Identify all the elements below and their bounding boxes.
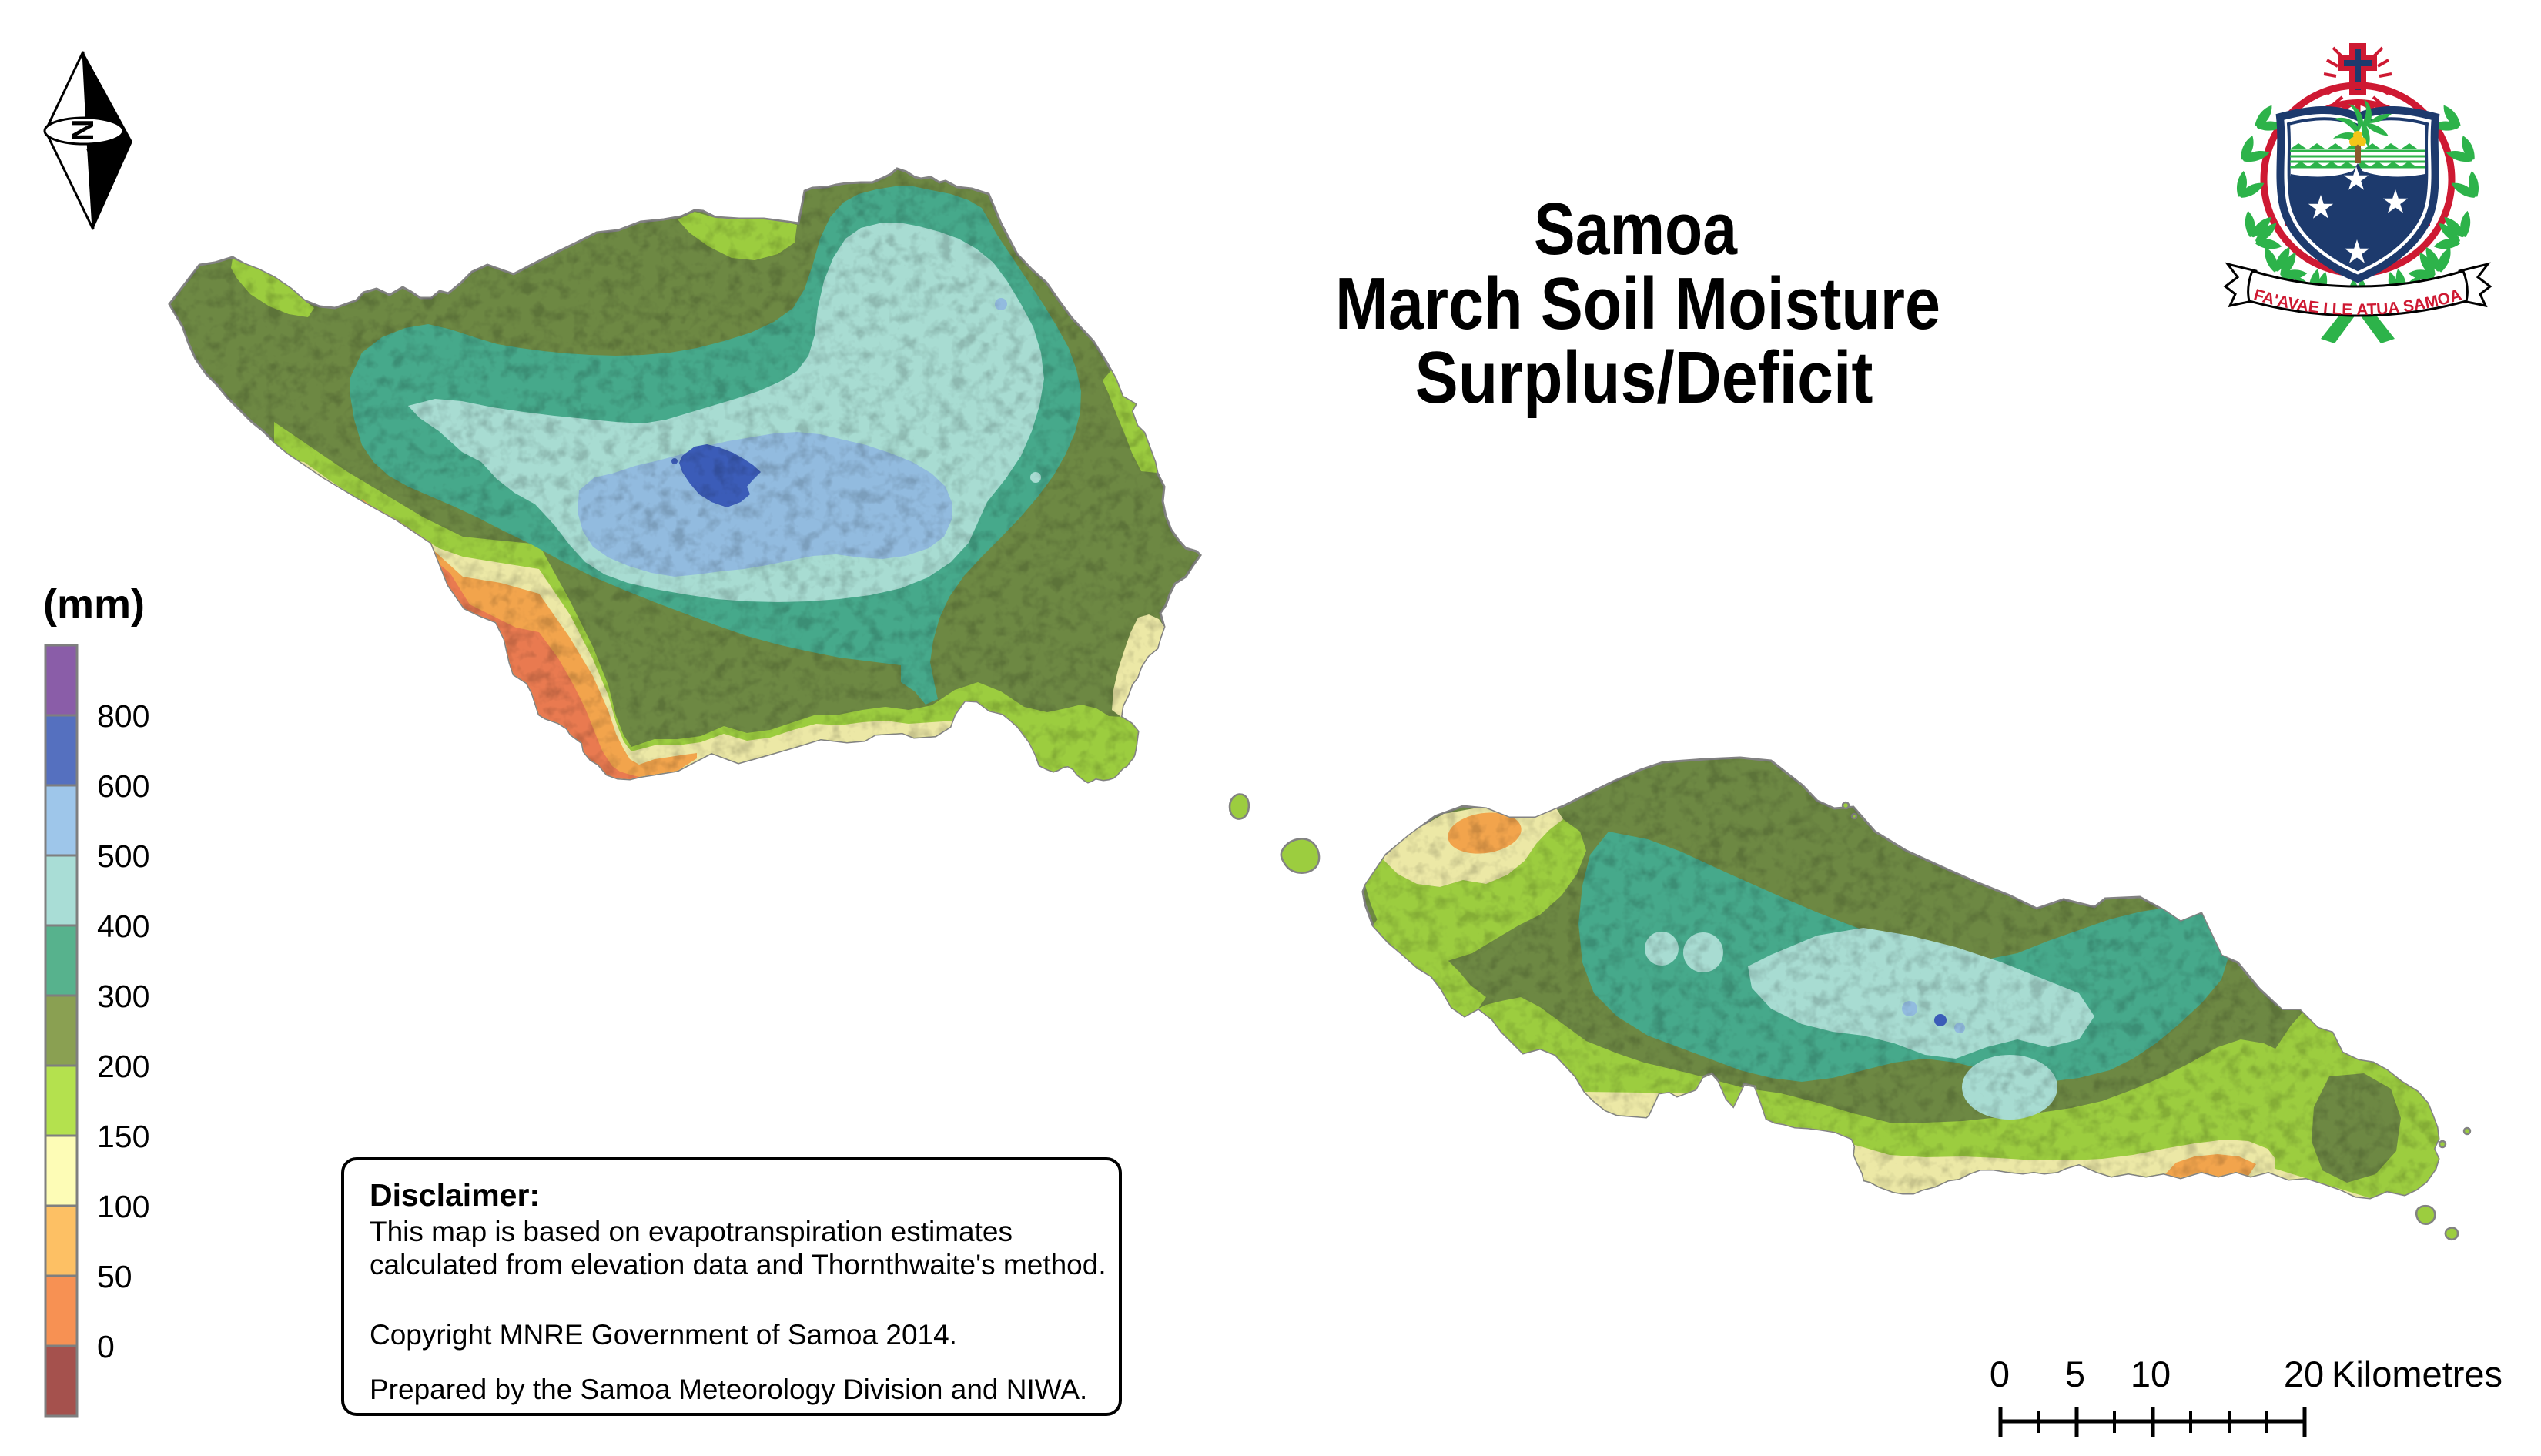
svg-text:0: 0 xyxy=(1990,1354,2010,1394)
svg-text:300: 300 xyxy=(97,979,149,1014)
svg-text:N: N xyxy=(66,119,100,142)
svg-text:Prepared by the Samoa Meteorol: Prepared by the Samoa Meteorology Divisi… xyxy=(370,1374,1087,1405)
svg-text:20: 20 xyxy=(2284,1354,2324,1394)
svg-text:500: 500 xyxy=(97,838,149,874)
svg-text:March Soil Moisture: March Soil Moisture xyxy=(1335,263,1940,345)
svg-text:0: 0 xyxy=(97,1329,115,1364)
svg-text:200: 200 xyxy=(97,1049,149,1084)
svg-text:Samoa: Samoa xyxy=(1534,188,1738,270)
svg-text:This map is based on evapotran: This map is based on evapotranspiration … xyxy=(370,1216,1013,1247)
svg-text:150: 150 xyxy=(97,1119,149,1154)
svg-text:Disclaimer:: Disclaimer: xyxy=(370,1177,540,1213)
svg-text:600: 600 xyxy=(97,768,149,804)
svg-text:(mm): (mm) xyxy=(43,581,145,628)
svg-text:Copyright MNRE Government of S: Copyright MNRE Government of Samoa 2014. xyxy=(370,1319,957,1351)
svg-text:800: 800 xyxy=(97,698,149,734)
svg-text:10: 10 xyxy=(2131,1354,2171,1394)
svg-text:Surplus/Deficit: Surplus/Deficit xyxy=(1415,336,1873,419)
svg-text:400: 400 xyxy=(97,909,149,944)
svg-text:calculated from elevation data: calculated from elevation data and Thorn… xyxy=(370,1249,1106,1280)
svg-text:50: 50 xyxy=(97,1259,132,1294)
svg-text:5: 5 xyxy=(2065,1354,2085,1394)
svg-text:100: 100 xyxy=(97,1189,149,1224)
svg-text:Kilometres: Kilometres xyxy=(2332,1354,2502,1394)
